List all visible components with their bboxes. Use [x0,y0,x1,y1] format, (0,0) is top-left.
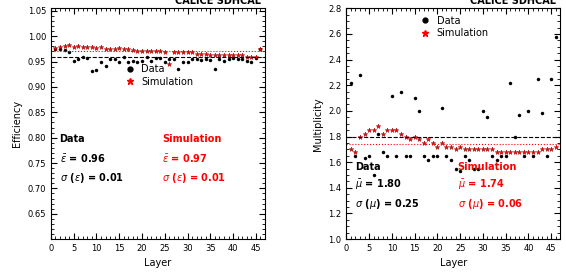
Text: $\sigma$ ($\varepsilon$) = 0.01: $\sigma$ ($\varepsilon$) = 0.01 [59,172,123,185]
Text: Data: Data [355,162,380,172]
X-axis label: Layer: Layer [144,259,171,269]
Y-axis label: Efficiency: Efficiency [12,100,22,147]
Text: Simulation: Simulation [162,134,222,144]
Text: $\bar{\varepsilon}$ = 0.96: $\bar{\varepsilon}$ = 0.96 [59,153,105,165]
Legend: Data, Simulation: Data, Simulation [120,64,194,87]
Text: $\bar{\mu}$ = 1.80: $\bar{\mu}$ = 1.80 [355,178,402,192]
Text: $\sigma$ ($\mu$) = 0.25: $\sigma$ ($\mu$) = 0.25 [355,197,419,211]
Y-axis label: Multiplicity: Multiplicity [312,97,323,150]
Text: CALICE SDHCAL: CALICE SDHCAL [175,0,261,6]
Text: Simulation: Simulation [457,162,517,172]
Text: CALICE SDHCAL: CALICE SDHCAL [470,0,556,6]
Legend: Data, Simulation: Data, Simulation [415,16,489,38]
Text: $\sigma$ ($\mu$) = 0.06: $\sigma$ ($\mu$) = 0.06 [457,197,523,211]
Text: Data: Data [59,134,85,144]
Text: $\sigma$ ($\varepsilon$) = 0.01: $\sigma$ ($\varepsilon$) = 0.01 [162,172,226,185]
Text: $\bar{\varepsilon}$ = 0.97: $\bar{\varepsilon}$ = 0.97 [162,153,208,165]
Text: $\bar{\mu}$ = 1.74: $\bar{\mu}$ = 1.74 [457,178,504,192]
X-axis label: Layer: Layer [440,259,467,269]
